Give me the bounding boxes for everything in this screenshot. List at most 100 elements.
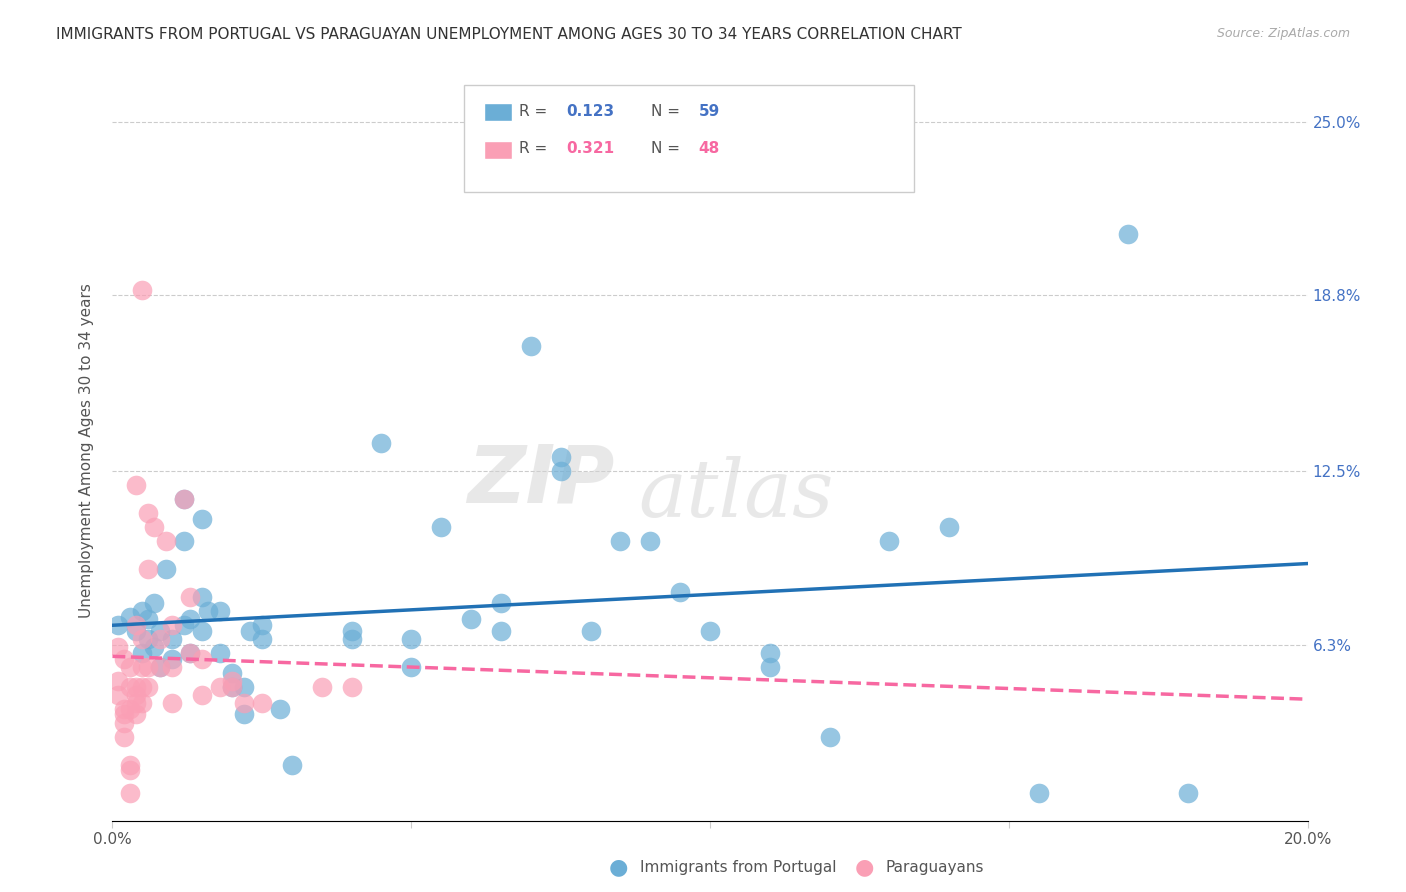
Point [138, 612, 160, 626]
Point [143, 596, 166, 610]
Point [125, 478, 148, 492]
Point [173, 492, 195, 507]
Point [125, 680, 148, 694]
Point [120, 757, 142, 772]
Point [197, 604, 219, 618]
Point [149, 624, 172, 638]
Text: atlas: atlas [638, 456, 834, 533]
Point [250, 696, 273, 710]
Point [489, 624, 512, 638]
Point [221, 680, 243, 694]
Point [149, 660, 172, 674]
Point [209, 646, 232, 660]
Point [250, 632, 273, 646]
Point [114, 651, 135, 665]
Point [579, 624, 602, 638]
Text: 59: 59 [699, 104, 720, 119]
Text: R =: R = [519, 104, 547, 119]
Point [120, 786, 142, 800]
Point [162, 632, 183, 646]
Point [460, 612, 482, 626]
Text: N =: N = [651, 104, 681, 119]
Point [233, 696, 256, 710]
Point [149, 660, 172, 674]
Point [120, 660, 142, 674]
Point [107, 673, 129, 688]
Point [221, 680, 243, 694]
Point [269, 702, 291, 716]
Point [640, 534, 662, 549]
Point [131, 696, 153, 710]
Point [1028, 786, 1050, 800]
Text: 0.321: 0.321 [567, 142, 614, 156]
Point [1177, 786, 1199, 800]
Point [669, 584, 692, 599]
Point [120, 609, 142, 624]
Point [114, 702, 135, 716]
Point [221, 665, 243, 680]
Point [107, 640, 129, 655]
Point [340, 624, 363, 638]
Point [173, 618, 195, 632]
Point [162, 696, 183, 710]
Point [162, 660, 183, 674]
Point [138, 506, 160, 520]
Point [520, 339, 543, 353]
Point [114, 707, 135, 722]
Point [191, 624, 214, 638]
Point [131, 646, 153, 660]
Point [250, 618, 273, 632]
Point [120, 702, 142, 716]
Point [138, 660, 160, 674]
Point [125, 618, 148, 632]
Point [191, 651, 214, 665]
Point [759, 646, 782, 660]
Text: 0.123: 0.123 [567, 104, 614, 119]
Text: Source: ZipAtlas.com: Source: ZipAtlas.com [1216, 27, 1350, 40]
Point [131, 604, 153, 618]
Text: ●: ● [609, 857, 628, 877]
Text: N =: N = [651, 142, 681, 156]
Point [120, 764, 142, 778]
Text: Immigrants from Portugal: Immigrants from Portugal [640, 860, 837, 874]
Point [209, 680, 232, 694]
Point [179, 646, 201, 660]
Point [173, 534, 195, 549]
Point [1118, 227, 1140, 241]
Point [430, 520, 453, 534]
Point [138, 680, 160, 694]
Point [173, 492, 195, 507]
Point [609, 534, 631, 549]
Point [155, 562, 177, 576]
Point [179, 590, 201, 604]
Point [489, 596, 512, 610]
Point [370, 436, 392, 450]
Point [550, 450, 572, 465]
Point [191, 512, 214, 526]
Point [340, 632, 363, 646]
Point [401, 632, 423, 646]
Y-axis label: Unemployment Among Ages 30 to 34 years: Unemployment Among Ages 30 to 34 years [79, 283, 94, 618]
Point [120, 680, 142, 694]
Point [179, 646, 201, 660]
Point [131, 632, 153, 646]
Point [340, 680, 363, 694]
Text: 48: 48 [699, 142, 720, 156]
Point [125, 696, 148, 710]
Text: IMMIGRANTS FROM PORTUGAL VS PARAGUAYAN UNEMPLOYMENT AMONG AGES 30 TO 34 YEARS CO: IMMIGRANTS FROM PORTUGAL VS PARAGUAYAN U… [56, 27, 962, 42]
Point [138, 632, 160, 646]
Point [209, 604, 232, 618]
Point [818, 730, 841, 744]
Point [131, 660, 153, 674]
Point [143, 520, 166, 534]
Point [125, 688, 148, 702]
Point [233, 707, 256, 722]
Text: ZIP: ZIP [467, 441, 614, 519]
Point [162, 618, 183, 632]
Point [114, 715, 135, 730]
Point [114, 730, 135, 744]
Point [179, 612, 201, 626]
Point [281, 757, 304, 772]
Point [125, 624, 148, 638]
Point [131, 283, 153, 297]
